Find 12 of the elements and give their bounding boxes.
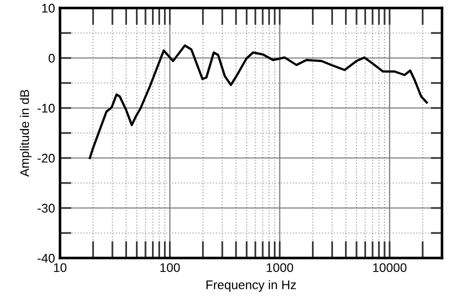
y-tick-label: -20	[38, 154, 55, 163]
x-tick-label: 10	[54, 263, 66, 272]
x-tick-label: 100	[160, 263, 180, 272]
x-axis-title: Frequency in Hz	[206, 280, 296, 292]
x-tick-label: 1000	[266, 263, 294, 272]
y-tick-label: -30	[38, 204, 55, 213]
y-tick-label: -10	[38, 104, 55, 113]
y-tick-label: 10	[42, 4, 55, 13]
x-tick-label: 10000	[373, 263, 406, 272]
y-tick-label: -40	[38, 254, 55, 263]
y-tick-label: 0	[48, 54, 55, 63]
y-axis-title: Amplitude in dB	[20, 90, 32, 177]
